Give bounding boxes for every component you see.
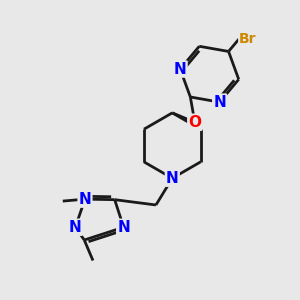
Text: N: N <box>79 192 92 207</box>
Text: Br: Br <box>239 32 257 46</box>
Text: N: N <box>69 220 82 235</box>
Text: N: N <box>166 171 179 186</box>
Text: O: O <box>188 115 201 130</box>
Text: N: N <box>117 220 130 235</box>
Text: N: N <box>213 94 226 110</box>
Text: N: N <box>174 61 187 76</box>
